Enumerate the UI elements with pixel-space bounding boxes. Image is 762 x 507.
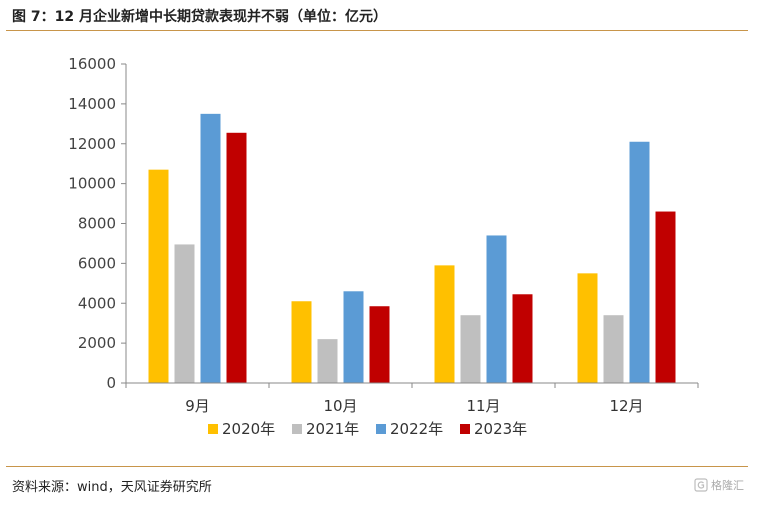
y-tick-label: 16000 (68, 55, 116, 73)
y-tick-label: 12000 (68, 135, 116, 153)
x-category-label: 11月 (466, 397, 500, 415)
y-tick-label: 6000 (78, 254, 116, 272)
bar-2022年-12月 (629, 141, 650, 383)
x-category-label: 9月 (185, 397, 210, 415)
y-tick-label: 0 (106, 374, 116, 392)
x-category-label: 12月 (609, 397, 643, 415)
bar-2022年-11月 (486, 235, 507, 383)
bar-2021年-10月 (317, 339, 338, 383)
bar-2020年-12月 (577, 273, 598, 383)
bar-2020年-10月 (291, 301, 312, 383)
y-tick-label: 14000 (68, 95, 116, 113)
bar-2023年-12月 (655, 211, 676, 383)
title-divider (6, 30, 748, 31)
watermark: 格隆汇 (694, 477, 744, 493)
legend-swatch (376, 424, 386, 434)
bar-2022年-9月 (200, 113, 221, 383)
x-axis-labels: 9月 10月 11月 12月 (125, 383, 699, 415)
x-category-label: 10月 (323, 397, 357, 415)
legend-label: 2021年 (306, 420, 359, 438)
figure-title: 图 7：12 月企业新增中长期贷款表现并不弱（单位：亿元） (12, 9, 387, 25)
y-tick-label: 4000 (78, 294, 116, 312)
y-tick-label: 10000 (68, 175, 116, 193)
legend-label: 2020年 (222, 420, 275, 438)
source-note: 资料来源：wind，天风证券研究所 (12, 480, 212, 495)
bar-chart: 0 2000 4000 6000 8000 10000 12000 14000 16000 9月… (68, 55, 699, 438)
bar-2023年-11月 (512, 294, 533, 383)
legend-label: 2023年 (474, 420, 527, 438)
watermark-text: 格隆汇 (711, 479, 744, 492)
bar-2020年-11月 (434, 265, 455, 383)
y-tick-label: 2000 (78, 334, 116, 352)
bar-2023年-9月 (226, 132, 247, 383)
legend-label: 2022年 (390, 420, 443, 438)
bar-series (148, 113, 676, 383)
bar-2023年-10月 (369, 306, 390, 383)
y-axis-ticks: 0 2000 4000 6000 8000 10000 12000 14000 16000 (68, 55, 126, 392)
bar-2021年-11月 (460, 315, 481, 383)
legend-swatch (460, 424, 470, 434)
bar-2021年-9月 (174, 244, 195, 383)
legend-swatch (208, 424, 218, 434)
bar-2022年-10月 (343, 291, 364, 383)
source-divider (6, 466, 748, 467)
legend: 2020年 2021年 2022年 2023年 (208, 420, 527, 438)
bar-2021年-12月 (603, 315, 624, 383)
legend-swatch (292, 424, 302, 434)
y-tick-label: 8000 (78, 215, 116, 233)
watermark-logo-icon (694, 478, 708, 492)
bar-2020年-9月 (148, 169, 169, 383)
